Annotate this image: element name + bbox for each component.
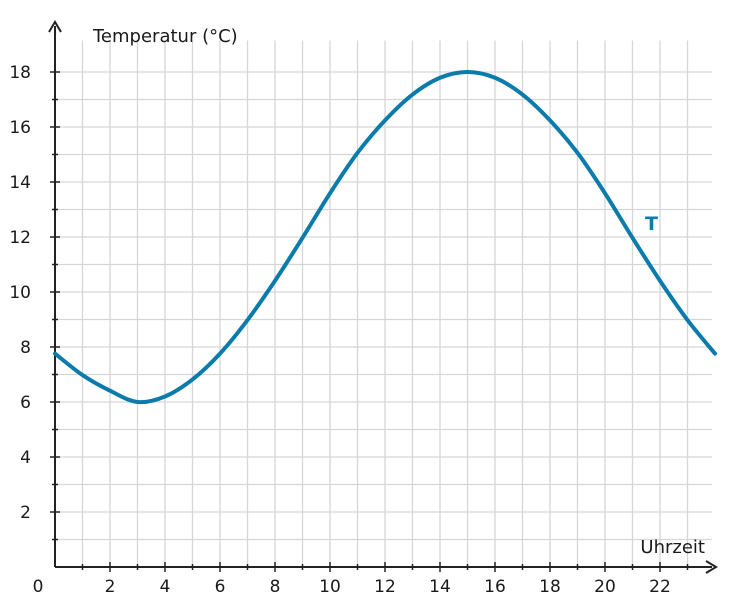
x-tick-label: 10 (319, 577, 341, 597)
series-label: T (645, 213, 658, 235)
x-tick-label: 12 (374, 577, 396, 597)
y-tick-label: 4 (20, 448, 31, 468)
series-line-T (53, 70, 717, 405)
x-axis-label: Uhrzeit (640, 537, 705, 558)
x-tick-label: 22 (649, 577, 671, 597)
y-tick-label: 8 (20, 338, 31, 358)
axes (48, 20, 718, 574)
x-tick-label: 14 (429, 577, 451, 597)
y-tick-label: 16 (9, 118, 31, 138)
x-tick-label: 8 (270, 577, 281, 597)
x-tick-label: 18 (539, 577, 561, 597)
y-axis-arrow-icon (48, 20, 62, 33)
y-axis-label: Temperatur (°C) (92, 26, 238, 47)
x-axis-arrow-icon (705, 560, 718, 574)
x-tick-label: 2 (105, 577, 116, 597)
series (53, 70, 717, 405)
origin-label: 0 (33, 577, 44, 597)
y-tick-label: 10 (9, 283, 31, 303)
labels: 2 4 6 8 10 12 14 16 18 20 22246810121416180Uhrzeit… (9, 26, 705, 597)
x-tick-label: 6 (215, 577, 226, 597)
y-tick-label: 18 (9, 63, 31, 83)
y-tick-label: 2 (20, 503, 31, 523)
y-tick-label: 6 (20, 393, 31, 413)
x-tick-label: 16 (484, 577, 506, 597)
y-tick-label: 14 (9, 173, 31, 193)
grid (55, 40, 712, 567)
x-tick-label: 20 (594, 577, 616, 597)
y-tick-label: 12 (9, 228, 31, 248)
x-tick-label: 4 (160, 577, 171, 597)
